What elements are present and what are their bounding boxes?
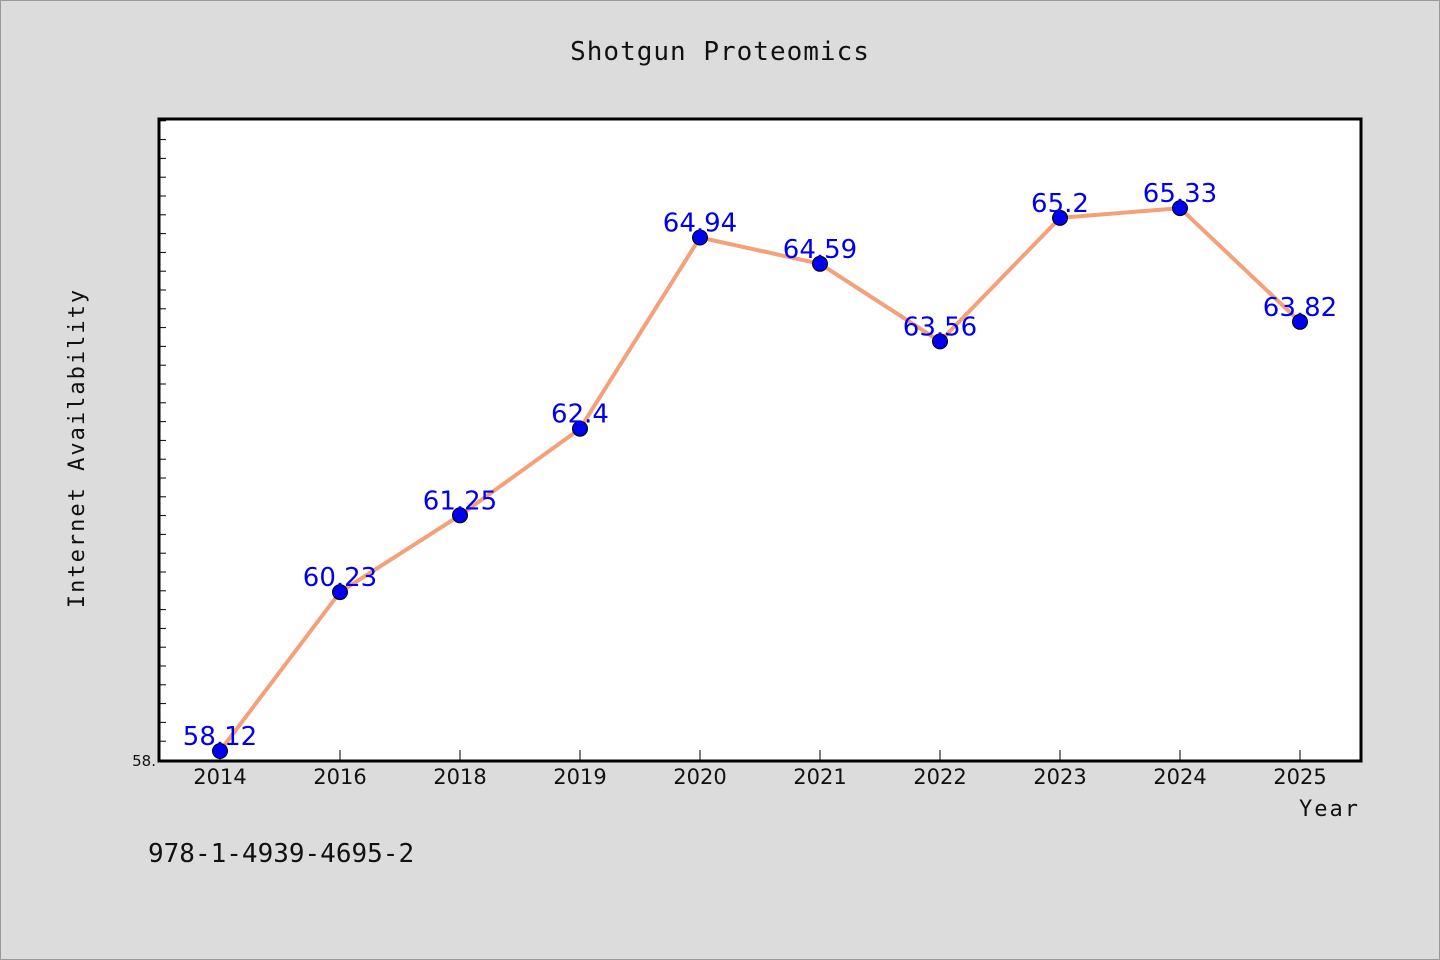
- data-point: [452, 507, 468, 524]
- data-point: [932, 333, 948, 350]
- data-point: [1292, 313, 1308, 330]
- data-label: 65.33: [1143, 179, 1217, 209]
- data-point: [812, 255, 828, 272]
- y-tick-label: 58.: [132, 752, 156, 770]
- x-tick-label: 2016: [313, 765, 366, 789]
- x-tick-label: 2025: [1273, 765, 1326, 789]
- data-label: 63.82: [1263, 293, 1337, 323]
- data-point: [212, 743, 228, 759]
- data-label: 61.25: [423, 486, 497, 516]
- data-label: 64.59: [783, 235, 857, 265]
- x-tick-label: 2014: [193, 765, 246, 789]
- y-axis: 58.: [132, 752, 156, 770]
- series-polyline: [218, 206, 1302, 753]
- data-label: 65.2: [1031, 189, 1089, 219]
- x-tick-label: 2022: [913, 765, 966, 789]
- data-label: 58.12: [183, 722, 257, 752]
- series-line: [218, 206, 1302, 753]
- y-axis-ticks: [160, 120, 166, 761]
- x-axis: 2014 2016 2018 2019 2020 2021 2022 2023 2024 2025: [193, 750, 1327, 789]
- x-tick-label: 2019: [553, 765, 606, 789]
- x-tick-label: 2018: [433, 765, 486, 789]
- y-axis-label: Internet Availability: [65, 288, 90, 608]
- x-tick-label: 2024: [1153, 765, 1206, 789]
- x-tick-label: 2021: [793, 765, 846, 789]
- data-labels: 58.12 60.23 61.25 62.4 64.94 64.59 63.56 65.2 65…: [183, 179, 1337, 752]
- data-label: 60.23: [303, 563, 377, 593]
- data-point: [1052, 209, 1068, 226]
- chart-title: Shotgun Proteomics: [570, 37, 870, 67]
- plot-area: [157, 117, 1363, 763]
- x-tick-label: 2020: [673, 765, 726, 789]
- data-point: [332, 584, 348, 601]
- data-point: [572, 420, 588, 437]
- data-label: 62.4: [551, 400, 609, 430]
- isbn-text: 978-1-4939-4695-2: [148, 839, 414, 869]
- data-label: 64.94: [663, 209, 737, 239]
- data-point: [692, 229, 708, 246]
- series-markers: [212, 200, 1308, 759]
- x-tick-label: 2023: [1033, 765, 1086, 789]
- data-point: [1172, 200, 1188, 217]
- data-label: 63.56: [903, 312, 977, 342]
- x-axis-label: Year: [1299, 797, 1360, 822]
